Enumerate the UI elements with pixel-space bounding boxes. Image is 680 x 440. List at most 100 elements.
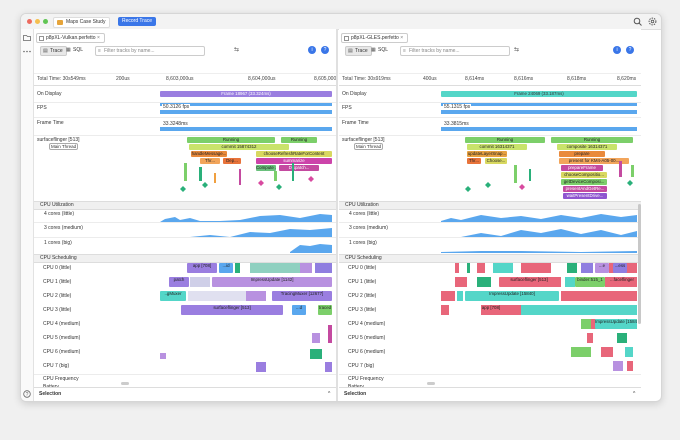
right-tab-close-icon[interactable]: ×	[400, 35, 404, 41]
right-sf-slice[interactable]: Thr...	[467, 158, 481, 164]
left-track-fps[interactable]: FPS	[37, 105, 47, 111]
right-sf-slice[interactable]: waitPresentDrive...	[563, 193, 607, 199]
left-sf-slice[interactable]: Running	[281, 137, 317, 143]
left-sf-slice[interactable]: Thr...	[200, 158, 220, 164]
right-track-frame-time[interactable]: Frame Time	[342, 120, 369, 126]
left-sched-slice[interactable]: app [708]	[187, 263, 217, 273]
right-core-group[interactable]: 3 cores (medium)	[349, 225, 388, 231]
right-cpu-track[interactable]: CPU 0 (little)	[348, 265, 377, 271]
right-cpu-track[interactable]: CPU 6 (medium)	[348, 349, 386, 355]
right-core-group[interactable]: 1 cores (big)	[349, 240, 377, 246]
more-icon[interactable]	[23, 50, 31, 53]
right-sf-slice[interactable]: prepare	[559, 151, 605, 157]
left-sf-slice[interactable]: commit 15874312	[189, 144, 289, 150]
left-cpu-track[interactable]: CPU 3 (little)	[43, 307, 72, 313]
left-cpu-frequency-group[interactable]: CPU Frequency	[43, 376, 79, 382]
right-trace-tab[interactable]: p8pXL-GLES.perfetto ×	[341, 33, 409, 43]
app-tab[interactable]: Maps Case Study	[53, 17, 111, 28]
search-icon[interactable]	[633, 17, 642, 26]
chevron-up-icon[interactable]: ^	[633, 391, 636, 397]
right-cpu-scheduling-header[interactable]: CPU Scheduling	[339, 254, 641, 263]
left-sched-slice[interactable]: surfaceflinger [513]	[181, 305, 283, 315]
right-sched-slice[interactable]: binder:515_1	[575, 277, 605, 287]
right-track-display[interactable]: On Display	[342, 91, 367, 97]
left-sched-slice[interactable]: ..gMuxer	[160, 291, 186, 301]
close-window-icon[interactable]	[27, 19, 32, 24]
right-sql-button[interactable]: ▦ SQL	[369, 46, 391, 54]
left-trace-tab[interactable]: p8pXL-Vulkan.perfetto ×	[36, 33, 105, 43]
left-cpu-track[interactable]: CPU 2 (little)	[43, 293, 72, 299]
left-sched-slice[interactable]: traced	[318, 305, 332, 315]
right-sf-slice[interactable]: Running	[551, 137, 633, 143]
right-sf-slice[interactable]: commit 16314371	[467, 144, 527, 150]
left-cpu-track[interactable]: CPU 6 (medium)	[43, 349, 81, 355]
right-sf-slice[interactable]: getDeviceComposi...	[561, 179, 607, 185]
left-sf-slice[interactable]: summarize	[256, 158, 332, 164]
left-track-surfaceflinger[interactable]: surfaceflinger [513]	[37, 137, 80, 143]
record-trace-button[interactable]: Record Trace	[118, 17, 157, 26]
left-cpu-track[interactable]: CPU 5 (medium)	[43, 335, 81, 341]
help-icon[interactable]: ?	[23, 390, 31, 398]
right-cpu-track[interactable]: CPU 4 (medium)	[348, 321, 386, 327]
right-cpu-track[interactable]: CPU 3 (little)	[348, 307, 377, 313]
left-filter-input[interactable]: ≡ Filter tracks by name...	[95, 46, 205, 56]
right-sched-slice[interactable]: app [708]	[481, 305, 501, 315]
right-core-group[interactable]: 4 cores (little)	[349, 211, 380, 217]
right-sched-slice[interactable]: ImpressUpdate [15840]	[465, 291, 559, 301]
right-track-fps[interactable]: FPS	[342, 105, 352, 111]
left-track-display[interactable]: On Display	[37, 91, 62, 97]
right-info-button[interactable]: i	[613, 46, 621, 54]
zoom-window-icon[interactable]	[43, 19, 48, 24]
left-sched-slice[interactable]: TracingMuxer [12677]	[272, 291, 332, 301]
left-core-group[interactable]: 3 cores (medium)	[44, 225, 83, 231]
right-sf-slice[interactable]: updateLayerSnap...	[467, 151, 507, 157]
left-tab-close-icon[interactable]: ×	[96, 35, 100, 41]
left-cpu-scheduling-header[interactable]: CPU Scheduling	[34, 254, 336, 263]
right-sf-slice[interactable]: composite 16314371	[557, 144, 617, 150]
left-help-button[interactable]: ?	[321, 46, 329, 54]
left-sched-slice[interactable]: patch	[169, 277, 189, 287]
right-sched-slice[interactable]: ImpressUpdate [15840]	[595, 319, 637, 329]
right-sched-slice[interactable]: ...e	[595, 263, 609, 273]
left-trace-button[interactable]: ▤ Trace	[40, 46, 67, 56]
left-info-button[interactable]: i	[308, 46, 316, 54]
left-track-frame-time[interactable]: Frame Time	[37, 120, 64, 126]
left-sf-slice[interactable]: Dep...	[223, 158, 241, 164]
left-sf-slice[interactable]: Dispatch...	[279, 165, 319, 171]
left-cpu-track[interactable]: CPU 1 (little)	[43, 279, 72, 285]
left-sched-slice[interactable]: ImpressUpdate [1142]	[212, 277, 332, 287]
right-cpu-utilization-header[interactable]: CPU Utilization	[339, 201, 641, 210]
left-selection-panel[interactable]: Selection ^	[34, 387, 336, 401]
left-display-frame[interactable]: Frame 18967 (33.324ms)	[160, 91, 332, 97]
left-cpu-track[interactable]: CPU 7 (big)	[43, 363, 70, 369]
right-sf-slice[interactable]: prepareFrame	[561, 165, 603, 171]
left-core-group[interactable]: 4 cores (little)	[44, 211, 75, 217]
right-sf-slice[interactable]: presentAndGetRe...	[563, 186, 607, 192]
left-swap-icon[interactable]: ⇆	[234, 47, 240, 53]
minimize-window-icon[interactable]	[35, 19, 40, 24]
left-core-group[interactable]: 1 cores (big)	[44, 240, 72, 246]
left-horizontal-scrollbar[interactable]	[121, 382, 129, 385]
left-sched-slice[interactable]: ...d	[292, 305, 306, 315]
gear-icon[interactable]	[648, 17, 657, 26]
left-sql-button[interactable]: ▦ SQL	[64, 46, 86, 54]
left-cpu-track[interactable]: CPU 4 (medium)	[43, 321, 81, 327]
right-sched-slice[interactable]: ...ess	[613, 263, 627, 273]
pane-divider[interactable]	[336, 29, 338, 401]
right-cpu-track[interactable]: CPU 1 (little)	[348, 279, 377, 285]
right-swap-icon[interactable]: ⇆	[514, 47, 520, 53]
right-cpu-track[interactable]: CPU 7 (big)	[348, 363, 375, 369]
right-sf-slice[interactable]: chooseCompositio...	[561, 172, 607, 178]
right-cpu-track[interactable]: CPU 2 (little)	[348, 293, 377, 299]
left-sf-slice[interactable]: Running	[187, 137, 275, 143]
right-cpu-frequency-group[interactable]: CPU Frequency	[348, 376, 384, 382]
left-cpu-utilization-header[interactable]: CPU Utilization	[34, 201, 336, 210]
right-cpu-track[interactable]: CPU 5 (medium)	[348, 335, 386, 341]
right-filter-input[interactable]: ≡ Filter tracks by name...	[400, 46, 510, 56]
right-help-button[interactable]: ?	[626, 46, 634, 54]
left-sf-slice[interactable]: handleMessage...	[191, 151, 227, 157]
right-sched-slice[interactable]: ...faceflinger	[607, 277, 637, 287]
right-horizontal-scrollbar[interactable]	[427, 382, 435, 385]
right-scrollbar[interactable]	[638, 204, 641, 324]
left-cpu-track[interactable]: CPU 0 (little)	[43, 265, 72, 271]
